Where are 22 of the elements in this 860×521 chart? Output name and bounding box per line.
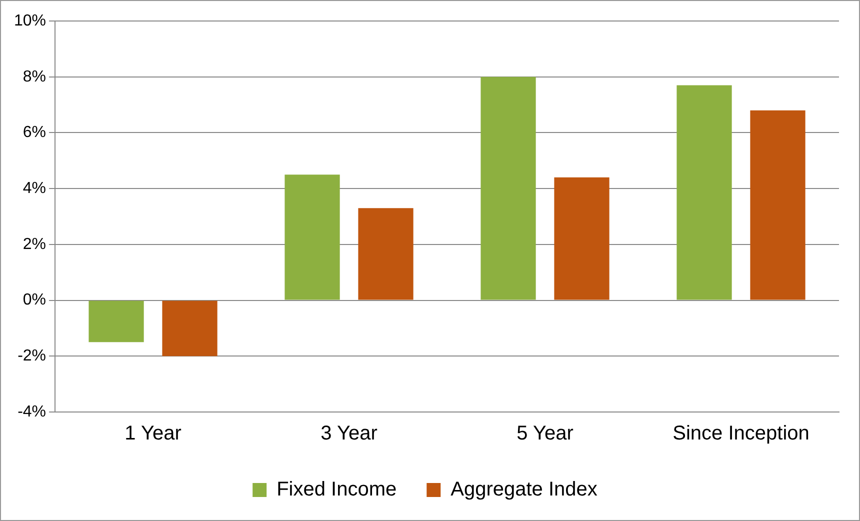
y-tick-label: -4% [18, 403, 46, 420]
x-tick-label: 5 Year [516, 422, 574, 445]
bar [676, 85, 732, 300]
y-tick-label: -2% [18, 348, 46, 365]
y-tick-label: 6% [22, 124, 46, 142]
y-tick-label: 8% [22, 68, 46, 86]
x-tick-label: 3 Year [320, 422, 378, 445]
bar [480, 76, 536, 300]
bar [358, 208, 414, 300]
bar [162, 300, 218, 356]
y-tick-label: 10% [14, 12, 46, 30]
x-tick-label: Since Inception [672, 422, 810, 445]
bar [554, 177, 610, 300]
legend-label: Fixed Income [276, 478, 397, 501]
y-tick-label: 0% [22, 292, 46, 309]
x-tick-label: 1 Year [124, 422, 182, 445]
bar [750, 110, 806, 300]
legend-label: Aggregate Index [450, 478, 598, 501]
y-tick-label: 2% [22, 236, 46, 253]
y-tick-label: 4% [22, 180, 46, 197]
bar [284, 174, 340, 300]
bar [88, 300, 144, 342]
